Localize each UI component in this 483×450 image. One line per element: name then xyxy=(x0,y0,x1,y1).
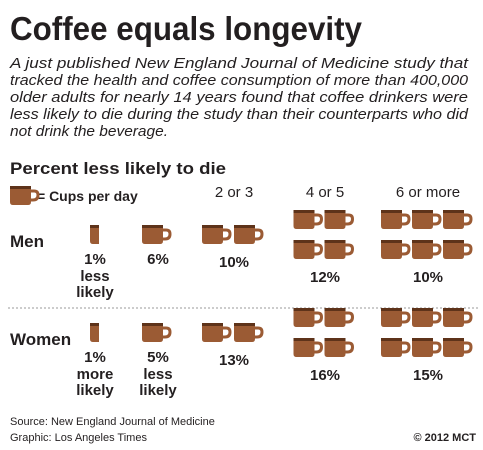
cup-icon xyxy=(443,338,473,357)
cup-icon xyxy=(443,240,473,259)
intro-line: tracked the health and coffee consumptio… xyxy=(10,73,468,89)
cup-icon xyxy=(142,323,172,342)
value: 5% xyxy=(147,349,169,366)
title: Coffee equals longevity xyxy=(10,10,363,47)
cup-icon xyxy=(234,225,264,244)
row-label: Men xyxy=(10,232,44,251)
value: 13% xyxy=(219,352,249,369)
copyright: © 2012 MCT xyxy=(413,432,476,444)
column-label: 4 or 5 xyxy=(306,184,344,201)
cup-icon xyxy=(381,338,411,357)
half-cup-icon xyxy=(90,225,99,244)
value: 6% xyxy=(147,251,169,268)
intro-line: less likely to die during the study than… xyxy=(10,107,469,123)
intro-line: A just published New England Journal of … xyxy=(9,56,469,72)
cup-icon xyxy=(412,308,442,327)
cup-icon xyxy=(324,210,355,229)
cup-icon xyxy=(324,338,355,357)
cup-icon xyxy=(381,240,411,259)
cup-icon xyxy=(443,210,473,229)
cup-icon xyxy=(293,338,324,357)
value-note: likely xyxy=(76,284,114,301)
value-note: likely xyxy=(76,382,114,399)
cup-icon xyxy=(412,240,442,259)
cup-icon xyxy=(381,308,411,327)
cup-icon xyxy=(324,240,355,259)
row-label: Women xyxy=(10,330,71,349)
column-label: 2 or 3 xyxy=(215,184,253,201)
cup-icon xyxy=(293,308,324,327)
value-note: less xyxy=(80,268,109,285)
value-note: less xyxy=(143,366,172,383)
value: 15% xyxy=(413,367,443,384)
value: 10% xyxy=(413,269,443,286)
cup-icon xyxy=(202,225,232,244)
half-cup-icon xyxy=(90,323,99,342)
value-note: likely xyxy=(139,382,177,399)
value: 1% xyxy=(84,349,106,366)
value: 12% xyxy=(310,269,340,286)
cup-icon xyxy=(293,240,324,259)
value: 10% xyxy=(219,254,249,271)
cup-icon xyxy=(412,210,442,229)
column-label: 6 or more xyxy=(396,184,460,201)
cup-icon xyxy=(202,323,232,342)
source: Source: New England Journal of Medicine xyxy=(10,416,215,428)
cup-icon xyxy=(10,186,40,205)
cup-icon xyxy=(412,338,442,357)
credit: Graphic: Los Angeles Times xyxy=(10,432,147,444)
value: 16% xyxy=(310,367,340,384)
cup-icon xyxy=(142,225,172,244)
intro-line: not drink the beverage. xyxy=(10,124,168,140)
cup-icon xyxy=(234,323,264,342)
value-note: more xyxy=(77,366,114,383)
cup-icon xyxy=(443,308,473,327)
intro-line: older adults for nearly 14 years found t… xyxy=(10,90,468,106)
cup-icon xyxy=(293,210,324,229)
subtitle: Percent less likely to die xyxy=(10,159,226,178)
legend-text: = Cups per day xyxy=(37,188,138,204)
value: 1% xyxy=(84,251,106,268)
cup-icon xyxy=(324,308,355,327)
cup-icon xyxy=(381,210,411,229)
